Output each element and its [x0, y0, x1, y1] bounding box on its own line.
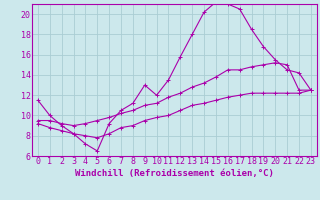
X-axis label: Windchill (Refroidissement éolien,°C): Windchill (Refroidissement éolien,°C) — [75, 169, 274, 178]
